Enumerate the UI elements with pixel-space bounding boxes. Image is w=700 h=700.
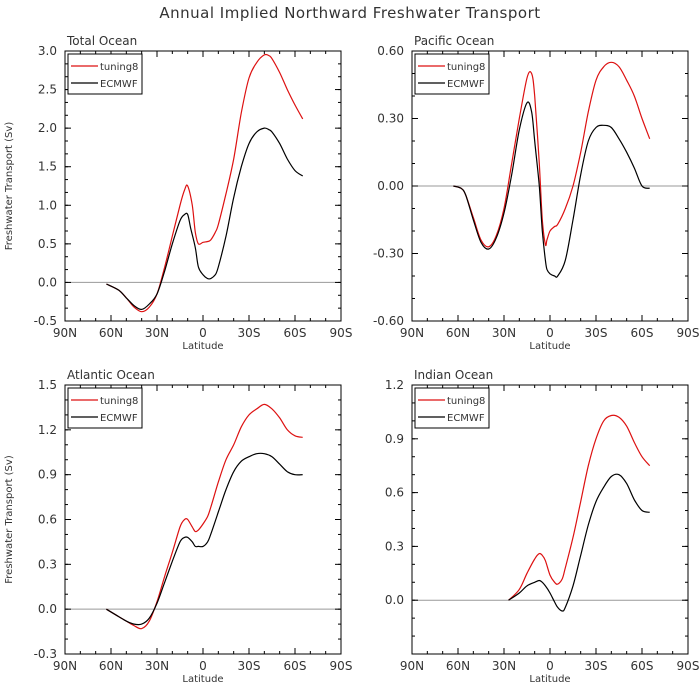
x-tick-label: 60N <box>446 659 470 673</box>
x-tick-label: 60S <box>284 659 307 673</box>
legend-label-tuning8: tuning8 <box>447 396 485 407</box>
y-tick-label: 0.30 <box>377 112 404 126</box>
chart-panel-1: 90N 60N 30N 0 30S 60S 90S -0.60 -0.30 0.00 0.30 0.6… <box>373 34 700 352</box>
x-tick-label: 30N <box>145 326 169 340</box>
y-axis-label: Freshwater Transport (Sv) <box>4 455 15 584</box>
x-tick-label: 60S <box>284 326 307 340</box>
x-tick-label: 0 <box>546 326 554 340</box>
y-tick-label: -0.3 <box>34 647 57 661</box>
series-line-ecmwf <box>453 101 650 278</box>
x-tick-label: 30S <box>585 326 608 340</box>
y-tick-label: 0.0 <box>38 602 57 616</box>
legend-box <box>414 53 490 95</box>
y-tick-label: 0.9 <box>385 432 404 446</box>
x-tick-label: 60S <box>631 326 654 340</box>
legend-box <box>67 387 143 429</box>
y-tick-label: 0.3 <box>385 539 404 553</box>
series-line-ecmwf <box>106 127 304 311</box>
panel-title: Atlantic Ocean <box>67 368 155 382</box>
page-title: Annual Implied Northward Freshwater Tran… <box>159 4 541 22</box>
x-axis-label: Latitude <box>182 341 223 352</box>
legend-box <box>67 53 143 95</box>
y-tick-label: 1.2 <box>38 423 57 437</box>
x-tick-label: 0 <box>199 659 207 673</box>
x-tick-label: 90S <box>677 326 700 340</box>
x-tick-label: 60S <box>631 659 654 673</box>
y-tick-label: -0.5 <box>34 314 57 328</box>
chart-panel-3: 90N 60N 30N 0 30S 60S 90S 0.0 0.3 0.6 0.9 1.2 Indian… <box>385 368 700 685</box>
series-line-ecmwf <box>508 473 650 612</box>
y-axis-label: Freshwater Transport (Sv) <box>4 122 15 251</box>
y-tick-label: 2.5 <box>38 83 57 97</box>
x-tick-label: 30N <box>492 659 516 673</box>
series-line-tuning8 <box>453 61 651 248</box>
y-tick-label: 2.0 <box>38 121 57 135</box>
series-line-tuning8 <box>106 53 304 313</box>
x-tick-label: 90N <box>400 326 424 340</box>
x-tick-label: 30N <box>145 659 169 673</box>
legend-label-tuning8: tuning8 <box>100 62 138 73</box>
panel-title: Indian Ocean <box>414 368 493 382</box>
chart-panel-2: 90N 60N 30N 0 30S 60S 90S -0.3 0.0 0.3 0.6 0.9 1.2 1.… <box>4 368 352 685</box>
series-line-tuning8 <box>508 414 651 601</box>
y-tick-label: 1.5 <box>38 378 57 392</box>
legend-label-ecmwf: ECMWF <box>447 79 485 90</box>
x-tick-label: 60N <box>446 326 470 340</box>
y-tick-label: 0.5 <box>38 237 57 251</box>
chart-panel-0: 90N 60N 30N 0 30S 60S 90S -0.5 0.0 0.5 1.0 1.5 2.0 2.… <box>4 34 352 352</box>
y-tick-label: 0.6 <box>38 513 57 527</box>
panel-title: Pacific Ocean <box>414 34 494 48</box>
x-tick-label: 90S <box>677 659 700 673</box>
legend-label-ecmwf: ECMWF <box>100 79 138 90</box>
y-tick-label: 0.3 <box>38 557 57 571</box>
y-tick-label: 0.0 <box>385 593 404 607</box>
x-tick-label: 30S <box>585 659 608 673</box>
y-tick-label: -0.30 <box>373 247 404 261</box>
y-tick-label: 1.2 <box>385 378 404 392</box>
legend-label-ecmwf: ECMWF <box>447 413 485 424</box>
panel-title: Total Ocean <box>66 34 137 48</box>
y-tick-label: -0.60 <box>373 314 404 328</box>
series-line-tuning8 <box>106 403 303 630</box>
legend-label-tuning8: tuning8 <box>100 396 138 407</box>
x-tick-label: 30S <box>238 326 261 340</box>
x-axis-label: Latitude <box>529 674 570 685</box>
y-tick-label: 0.0 <box>38 275 57 289</box>
x-tick-label: 90S <box>330 326 353 340</box>
x-tick-label: 0 <box>546 659 554 673</box>
x-tick-label: 30S <box>238 659 261 673</box>
y-tick-label: 1.5 <box>38 160 57 174</box>
x-tick-label: 0 <box>199 326 207 340</box>
y-tick-label: 3.0 <box>38 44 57 58</box>
x-tick-label: 60N <box>99 326 123 340</box>
y-tick-label: 0.60 <box>377 44 404 58</box>
x-tick-label: 90N <box>400 659 424 673</box>
y-tick-label: 0.00 <box>377 179 404 193</box>
x-tick-label: 90N <box>53 659 77 673</box>
x-axis-label: Latitude <box>529 341 570 352</box>
x-tick-label: 90S <box>330 659 353 673</box>
x-tick-label: 60N <box>99 659 123 673</box>
x-tick-label: 90N <box>53 326 77 340</box>
series-line-ecmwf <box>106 452 303 626</box>
y-tick-label: 1.0 <box>38 198 57 212</box>
legend-label-ecmwf: ECMWF <box>100 413 138 424</box>
legend-label-tuning8: tuning8 <box>447 62 485 73</box>
x-axis-label: Latitude <box>182 674 223 685</box>
legend-box <box>414 387 490 429</box>
y-tick-label: 0.9 <box>38 468 57 482</box>
x-tick-label: 30N <box>492 326 516 340</box>
y-tick-label: 0.6 <box>385 486 404 500</box>
